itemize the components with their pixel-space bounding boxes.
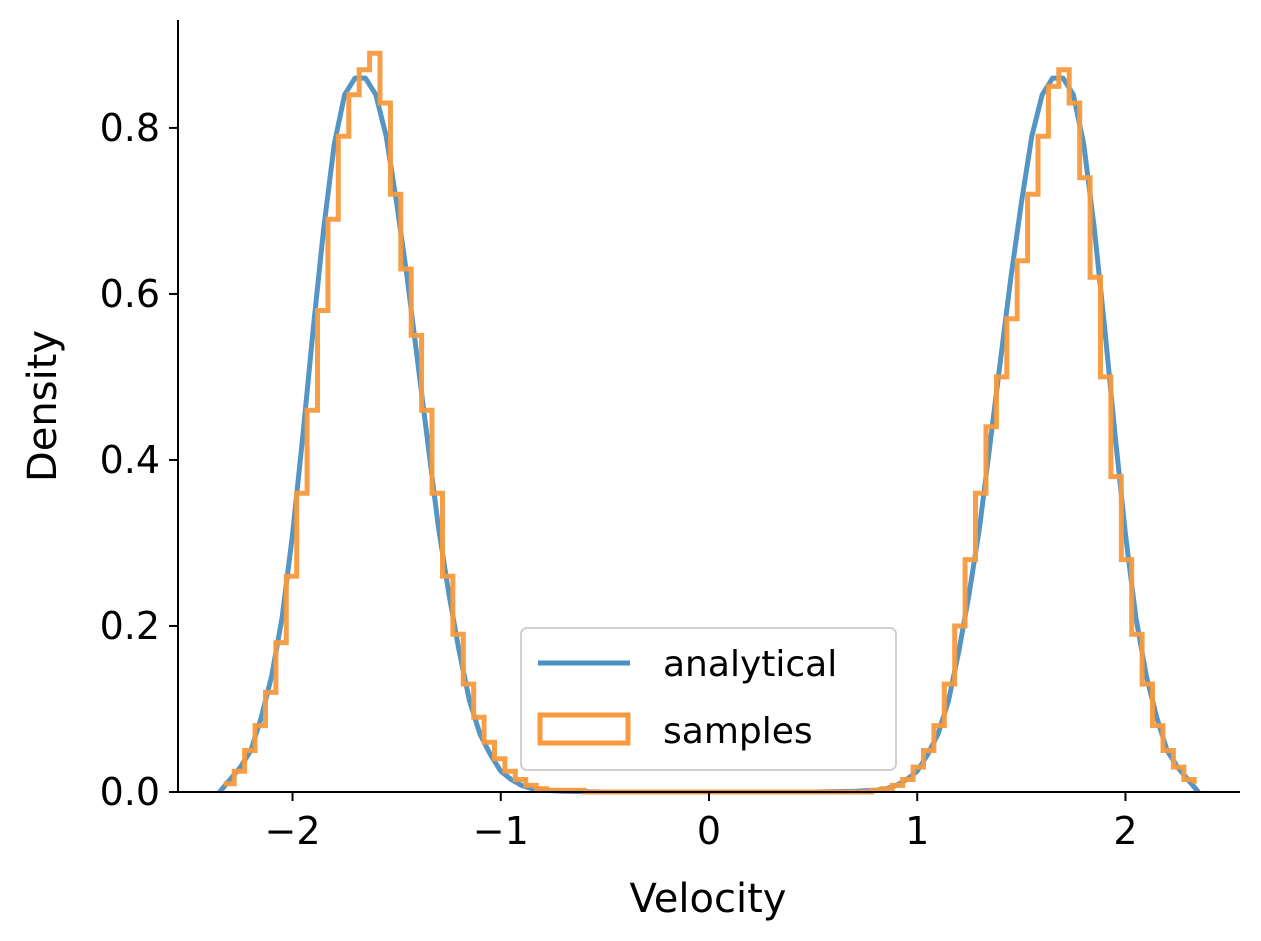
x-axis-title: Velocity <box>630 876 787 922</box>
x-tick-label: −1 <box>473 809 529 853</box>
y-axis-title: Density <box>20 330 66 482</box>
y-tick-label: 0.0 <box>100 770 160 814</box>
ticks-layer: −2 −1 0 1 2 0.0 0.2 0.4 0.6 0.8 <box>100 106 1138 853</box>
legend-label-samples: samples <box>663 711 813 752</box>
y-tick-label: 0.4 <box>100 438 160 482</box>
y-tick-label: 0.6 <box>100 272 160 316</box>
x-tick-label: 0 <box>697 809 721 853</box>
x-tick-label: 1 <box>905 809 929 853</box>
x-tick-label: 2 <box>1113 809 1137 853</box>
legend: analytical samples <box>520 627 897 771</box>
legend-swatch-samples <box>537 712 631 746</box>
y-tick-label: 0.2 <box>100 604 160 648</box>
y-tick-label: 0.8 <box>100 106 160 150</box>
legend-label-analytical: analytical <box>663 644 837 685</box>
x-tick-label: −2 <box>265 809 321 853</box>
